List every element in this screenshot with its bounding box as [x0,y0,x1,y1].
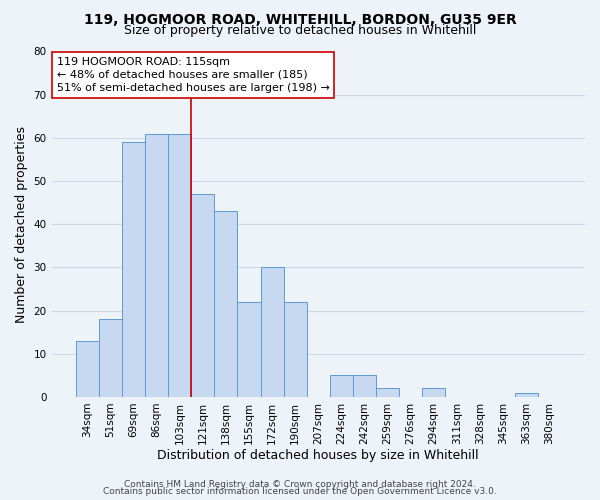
Bar [145,134,168,397]
Bar [168,134,191,397]
Bar [284,302,307,397]
X-axis label: Distribution of detached houses by size in Whitehill: Distribution of detached houses by size … [157,450,479,462]
Text: 119 HOGMOOR ROAD: 115sqm
← 48% of detached houses are smaller (185)
51% of semi-: 119 HOGMOOR ROAD: 115sqm ← 48% of detach… [57,56,330,93]
Text: Contains HM Land Registry data © Crown copyright and database right 2024.: Contains HM Land Registry data © Crown c… [124,480,476,489]
Bar [422,388,445,397]
Bar [238,302,260,397]
Bar [515,392,538,397]
Bar [122,142,145,397]
Bar [353,376,376,397]
Bar [76,341,99,397]
Bar [191,194,214,397]
Bar [99,319,122,397]
Bar [376,388,399,397]
Text: 119, HOGMOOR ROAD, WHITEHILL, BORDON, GU35 9ER: 119, HOGMOOR ROAD, WHITEHILL, BORDON, GU… [83,12,517,26]
Text: Contains public sector information licensed under the Open Government Licence v3: Contains public sector information licen… [103,487,497,496]
Bar [330,376,353,397]
Bar [260,268,284,397]
Y-axis label: Number of detached properties: Number of detached properties [15,126,28,322]
Text: Size of property relative to detached houses in Whitehill: Size of property relative to detached ho… [124,24,476,37]
Bar [214,212,238,397]
